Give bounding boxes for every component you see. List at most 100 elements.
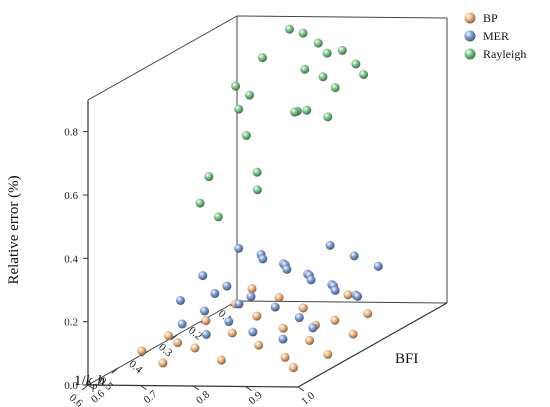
z-tick-label: 0.2 — [64, 317, 78, 329]
y-tick-mark — [245, 386, 252, 391]
data-point-rayleigh — [337, 45, 347, 56]
x-axis-title-k: k — [86, 373, 93, 389]
data-point-rayleigh — [330, 83, 340, 93]
y-tick-mark — [140, 385, 147, 390]
data-point-rayleigh — [204, 171, 214, 182]
data-point-rayleigh — [318, 72, 328, 82]
data-point-mer — [270, 302, 280, 312]
z-axis-title: Relative error (%) — [6, 175, 22, 284]
data-point-rayleigh — [351, 59, 361, 69]
data-point-mer — [201, 329, 211, 340]
x-tick-label: 0.2 — [186, 324, 204, 342]
data-point-mer — [222, 281, 232, 291]
z-tick-label: 0.8 — [64, 127, 78, 139]
data-point-bp — [304, 335, 315, 346]
x-axis-title: 1/kph — [74, 373, 105, 392]
x-tick-mark — [171, 334, 178, 340]
data-point-bp — [363, 309, 373, 319]
data-point-rayleigh — [244, 90, 255, 100]
data-point-mer — [177, 319, 187, 329]
data-point-mer — [224, 316, 234, 327]
data-point-rayleigh — [252, 185, 263, 195]
data-point-rayleigh — [252, 167, 262, 177]
y-tick-label: 0.7 — [141, 388, 160, 406]
data-point-mer — [294, 312, 304, 323]
x-axis-line — [297, 302, 448, 388]
data-point-bp — [343, 290, 353, 300]
legend: BP MER Rayleigh — [464, 11, 526, 61]
data-point-rayleigh — [213, 212, 223, 222]
x-tick-mark — [81, 384, 89, 391]
legend-item-rayleigh: Rayleigh — [464, 47, 526, 61]
data-point-mer — [373, 261, 383, 271]
data-point-rayleigh — [195, 198, 205, 208]
data-point-rayleigh — [323, 112, 333, 122]
x-tick-label: 0.4 — [126, 358, 145, 376]
y-tick-label: 0.9 — [246, 389, 265, 407]
legend-marker-bp — [464, 12, 476, 24]
data-point-bp — [216, 355, 227, 365]
data-point-rayleigh — [302, 105, 312, 115]
back-left-top — [87, 15, 238, 101]
z-tick-label: 0.4 — [64, 253, 78, 265]
data-point-mer — [330, 285, 340, 296]
data-point-mer — [325, 240, 335, 251]
data-point-bp — [158, 358, 168, 368]
data-point-rayleigh — [284, 24, 295, 34]
data-point-rayleigh — [234, 104, 244, 114]
data-point-bp — [227, 328, 237, 338]
data-point-mer — [349, 251, 359, 261]
data-point-rayleigh — [230, 81, 241, 91]
y-tick-mark — [87, 384, 95, 390]
data-point-mer — [246, 291, 256, 302]
data-point-mer — [308, 323, 318, 333]
data-point-bp — [298, 303, 308, 313]
data-point-bp — [163, 331, 174, 341]
z-tick-label: 0.6 — [64, 190, 78, 202]
data-point-bp — [274, 292, 284, 303]
data-point-bp — [288, 363, 299, 373]
back-right-top — [236, 15, 448, 19]
data-point-mer — [278, 334, 288, 344]
data-point-mer — [234, 243, 244, 254]
z-tick-label: 0.0 — [64, 380, 78, 392]
data-points — [137, 24, 383, 373]
legend-item-mer: MER — [464, 29, 509, 43]
x-axis-title-sub: p — [91, 381, 97, 392]
data-point-mer — [352, 291, 363, 302]
y-tick-label: 0.8 — [194, 388, 213, 406]
x-tick-label: 0.6 — [67, 392, 86, 407]
data-point-mer — [234, 299, 244, 309]
data-point-mer — [282, 264, 292, 275]
data-point-bp — [190, 343, 200, 353]
axes-frame — [87, 15, 448, 386]
floor-y-edge — [236, 300, 448, 304]
data-point-bp — [323, 349, 333, 360]
data-point-mer — [198, 270, 208, 281]
legend-label-bp: BP — [483, 11, 498, 25]
y-tick-label: 1.0 — [299, 389, 318, 407]
data-point-rayleigh — [313, 38, 323, 48]
data-point-bp — [173, 338, 183, 348]
legend-marker-mer — [464, 30, 476, 42]
data-point-mer — [210, 288, 220, 299]
x-tick-label: 0.3 — [156, 341, 175, 359]
data-point-mer — [199, 306, 210, 316]
data-point-mer — [258, 254, 268, 264]
data-point-bp — [137, 346, 147, 356]
data-point-mer — [306, 275, 316, 285]
legend-item-bp: BP — [464, 11, 498, 25]
x-axis-title-part: 1/ — [74, 373, 87, 389]
data-point-rayleigh — [322, 48, 332, 58]
legend-marker-rayleigh — [464, 48, 476, 60]
legend-label-rayleigh: Rayleigh — [483, 47, 526, 61]
data-point-bp — [280, 352, 290, 363]
data-point-mer — [175, 295, 186, 306]
x-axis-title-h: h — [97, 373, 105, 389]
data-point-bp — [247, 284, 257, 294]
x-tick-mark — [111, 367, 119, 374]
data-point-bp — [201, 316, 211, 326]
floor-x-edge — [87, 300, 238, 386]
data-point-rayleigh — [358, 69, 369, 80]
